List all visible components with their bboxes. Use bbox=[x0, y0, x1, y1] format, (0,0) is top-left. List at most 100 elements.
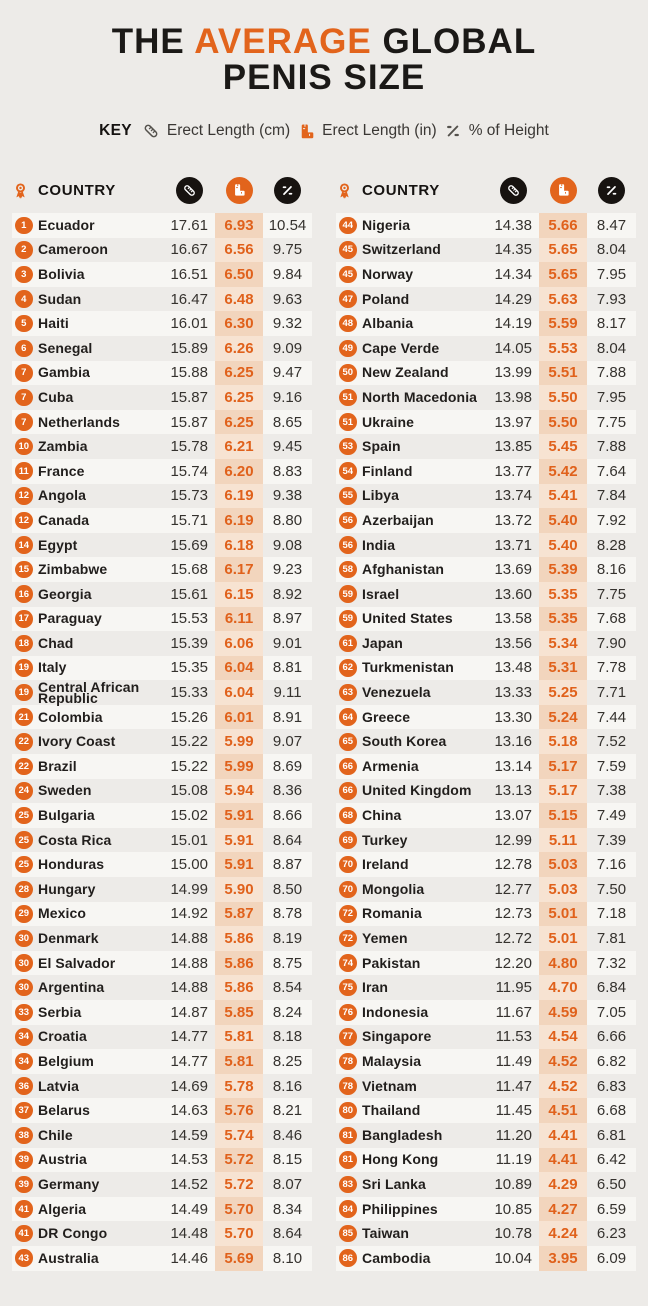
height-percent-value: 9.11 bbox=[273, 684, 302, 702]
length-in-cell: 5.69 bbox=[215, 1245, 263, 1271]
country-name: Costa Rica bbox=[38, 831, 112, 848]
country-name: Ivory Coast bbox=[38, 733, 116, 750]
rank-number: 74 bbox=[339, 954, 357, 972]
rank-number: 37 bbox=[15, 1101, 33, 1120]
length-cm-value: 11.67 bbox=[495, 1003, 532, 1021]
length-in-value: 5.69 bbox=[224, 1249, 254, 1267]
rank-number: 72 bbox=[339, 929, 357, 948]
country-name: North Macedonia bbox=[362, 388, 478, 405]
length-cm-value: 15.08 bbox=[170, 782, 208, 800]
table-row: 30 Denmark 14.88 5.86 8.19 bbox=[12, 926, 312, 951]
percent-icon bbox=[444, 122, 462, 140]
height-percent-value: 6.09 bbox=[596, 1249, 627, 1267]
country-name: Greece bbox=[362, 708, 411, 725]
table-row: 58 Afghanistan 13.69 5.39 8.16 bbox=[336, 557, 636, 582]
country-name: Singapore bbox=[362, 1028, 432, 1045]
length-cm-value: 13.74 bbox=[494, 487, 532, 505]
length-in-cell: 5.65 bbox=[539, 262, 587, 287]
height-percent-value: 7.78 bbox=[596, 659, 627, 677]
length-in-cell: 5.74 bbox=[215, 1122, 263, 1148]
title-text-pre: THE bbox=[111, 22, 195, 61]
country-name: Zimbabwe bbox=[38, 561, 108, 578]
height-percent-value: 6.82 bbox=[596, 1052, 627, 1070]
table-row: 76 Indonesia 11.67 4.59 7.05 bbox=[336, 1000, 636, 1025]
rank-badge: 51 bbox=[336, 413, 362, 431]
length-in-value: 6.04 bbox=[224, 659, 254, 677]
rank-badge: 38 bbox=[12, 1126, 38, 1145]
length-cm-value: 14.92 bbox=[170, 905, 208, 923]
height-percent-value: 8.81 bbox=[272, 659, 303, 677]
length-cm-value: 13.98 bbox=[494, 388, 532, 406]
country-name: Israel bbox=[362, 585, 400, 602]
length-cm-value: 11.95 bbox=[495, 979, 532, 997]
country-name: DR Congo bbox=[38, 1225, 108, 1242]
rank-badge: 41 bbox=[12, 1200, 38, 1218]
rank-number: 11 bbox=[15, 462, 33, 480]
country-name: Argentina bbox=[38, 979, 105, 996]
ruler-diagonal-icon bbox=[142, 122, 160, 140]
table-row: 22 Ivory Coast 15.22 5.99 9.07 bbox=[12, 729, 312, 755]
table-row: 63 Venezuela 13.33 5.25 7.71 bbox=[336, 680, 636, 705]
ruler-in-column-icon bbox=[549, 176, 577, 204]
rank-badge: 25 bbox=[12, 831, 38, 849]
rank-badge: 39 bbox=[12, 1175, 38, 1194]
rank-number: 49 bbox=[339, 339, 357, 358]
length-in-cell: 6.01 bbox=[215, 704, 263, 730]
rank-number: 30 bbox=[15, 954, 33, 972]
rank-badge: 72 bbox=[336, 929, 362, 948]
height-percent-value: 7.75 bbox=[596, 413, 627, 431]
rank-badge: 70 bbox=[336, 855, 362, 874]
rank-number: 10 bbox=[15, 437, 33, 456]
rank-number: 39 bbox=[15, 1175, 33, 1194]
length-in-value: 5.81 bbox=[224, 1052, 254, 1070]
rank-badge: 74 bbox=[336, 954, 362, 972]
length-cm-value: 15.22 bbox=[170, 733, 208, 751]
table-row: 84 Philippines 10.85 4.27 6.59 bbox=[336, 1196, 636, 1222]
rank-badge: 21 bbox=[12, 708, 38, 726]
length-in-value: 6.25 bbox=[224, 388, 254, 406]
table-row: 59 United States 13.58 5.35 7.68 bbox=[336, 606, 636, 632]
height-percent-value: 9.07 bbox=[272, 733, 303, 751]
table-row: 78 Malaysia 11.49 4.52 6.82 bbox=[336, 1049, 636, 1074]
length-in-cell: 5.87 bbox=[215, 901, 263, 927]
length-in-value: 5.50 bbox=[548, 388, 578, 406]
length-cm-value: 11.19 bbox=[495, 1151, 532, 1169]
height-percent-value: 8.83 bbox=[272, 462, 303, 480]
length-cm-value: 14.87 bbox=[170, 1003, 208, 1021]
rank-badge: 30 bbox=[12, 929, 38, 948]
country-name: Sri Lanka bbox=[362, 1175, 426, 1192]
length-in-cell: 5.40 bbox=[539, 508, 587, 533]
rank-badge: 25 bbox=[12, 806, 38, 825]
table-row: 66 Armenia 13.14 5.17 7.59 bbox=[336, 754, 636, 779]
rows-left: 1 Ecuador 17.61 6.93 10.54 2 Cameroon 16.67 6.56… bbox=[0, 213, 324, 1271]
table-row: 72 Yemen 12.72 5.01 7.81 bbox=[336, 926, 636, 951]
table-row: 65 South Korea 13.16 5.18 7.52 bbox=[336, 729, 636, 755]
length-in-cell: 5.31 bbox=[539, 655, 587, 681]
country-name: Azerbaijan bbox=[362, 511, 434, 528]
rank-number: 76 bbox=[339, 1003, 357, 1022]
height-percent-value: 9.84 bbox=[272, 265, 303, 283]
rank-number: 50 bbox=[339, 364, 357, 382]
country-name: Ukraine bbox=[362, 413, 415, 430]
length-in-value: 5.01 bbox=[548, 905, 578, 923]
country-name: Chad bbox=[38, 634, 74, 651]
table-row: 34 Belgium 14.77 5.81 8.25 bbox=[12, 1049, 312, 1074]
rank-number: 25 bbox=[15, 855, 33, 874]
country-name: Iran bbox=[362, 979, 389, 996]
country-name: Denmark bbox=[38, 930, 99, 947]
length-in-value: 6.25 bbox=[224, 364, 254, 382]
rank-number: 66 bbox=[339, 782, 357, 800]
table-row: 12 Angola 15.73 6.19 9.38 bbox=[12, 483, 312, 509]
rank-number: 12 bbox=[15, 511, 33, 530]
length-in-cell: 5.76 bbox=[215, 1098, 263, 1123]
rank-number: 39 bbox=[15, 1151, 33, 1169]
rank-badge: 30 bbox=[12, 954, 38, 972]
length-in-cell: 4.41 bbox=[539, 1122, 587, 1148]
country-name: Paraguay bbox=[38, 610, 102, 627]
length-in-value: 5.34 bbox=[548, 634, 578, 652]
length-in-cell: 4.51 bbox=[539, 1098, 587, 1123]
table-right: COUNTRY 44 Nigeria 14.38 5.66 8.47 45 Switzerl… bbox=[324, 176, 648, 1271]
country-name: Netherlands bbox=[38, 413, 121, 430]
rank-number: 59 bbox=[339, 585, 357, 603]
rank-badge: 39 bbox=[12, 1151, 38, 1169]
